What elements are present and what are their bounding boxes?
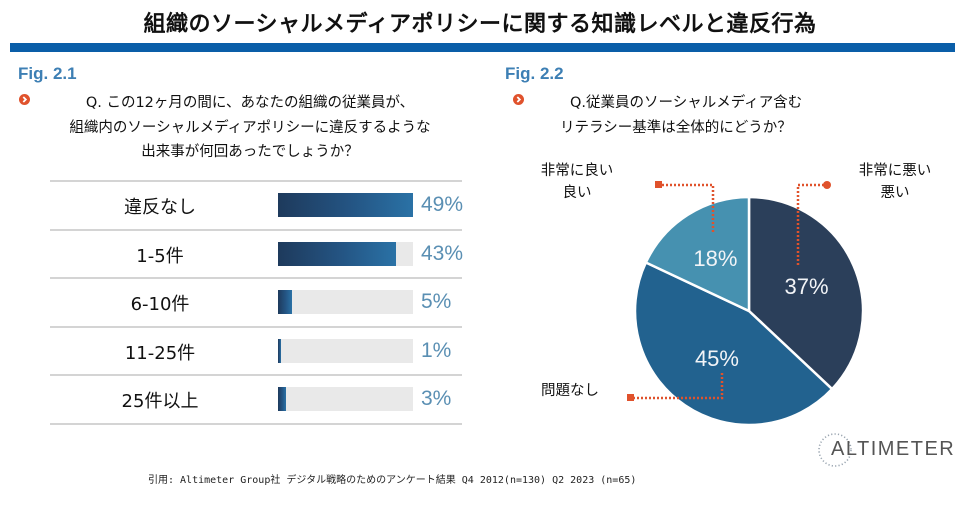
bar-track [278,387,413,411]
bar [278,387,287,411]
row-divider [50,180,462,182]
page-title: 組織のソーシャルメディアポリシーに関する知識レベルと違反行為 [143,12,817,37]
bar-track [278,241,413,266]
value-label: 5% [421,290,452,313]
question-line: 組織内のソーシャルメディアポリシーに違反するような [69,119,431,136]
bar-track [278,290,413,314]
bar [278,193,413,217]
orange-chevron-circle-icon [513,94,524,105]
fig-2-1-label: Fig. 2.1 [18,64,77,83]
category-label: 25件以上 [121,391,199,412]
callout-line [632,373,724,400]
callout-marker [823,181,831,189]
source-footnote: 引用: Altimeter Group社 デジタル戦略のためのアンケート結果 Q… [148,475,637,486]
question-line: Q. この12ヶ月の間に、あなたの組織の従業員が、 [85,95,415,111]
category-label: 1-5件 [136,245,184,267]
bar-chart: 違反なし 49% 1-5件 43% 6-10件 5% 11-25件 1% 25件以上 3% [0,0,480,440]
question-line: リテラシー基準は全体的にどうか？ [560,119,792,136]
question-line: Q.従業員のソーシャルメディア含む [570,95,803,111]
bar [278,338,281,363]
callout-text: 非常に良い [540,163,614,179]
fig-2-1-question: Q. この12ヶ月の間に、あなたの組織の従業員が、 組織内のソーシャルメディアポ… [40,91,460,165]
slice-value-label: 45% [695,346,739,371]
logo-text: ALTIMETER [831,438,956,460]
callout-marker [627,394,634,401]
callout-text: 良い [562,185,592,201]
bar [278,290,292,314]
altimeter-logo: ALTIMETER [815,430,955,470]
slice-value-label: 37% [785,274,829,299]
row-divider [50,422,462,425]
row-divider [50,374,462,376]
value-label: 1% [421,338,452,362]
row-divider [50,277,462,279]
bar-track [278,338,413,363]
callout-text: 悪い [880,185,910,201]
callout-label-none: 問題なし [541,383,599,399]
altimeter-dotted-circle-icon [818,433,852,467]
slice-value-label: 18% [693,246,737,271]
callout-label-bad: 非常に悪い 悪い [850,160,940,204]
fig-2-2-label: Fig. 2.2 [505,64,564,83]
callout-label-good: 非常に良い 良い [532,160,622,204]
title-divider [10,43,955,52]
callout-text: 非常に悪い [858,163,932,179]
pie-slice [747,195,865,391]
category-label: 11-25件 [124,342,196,364]
row-divider [50,325,462,328]
bar-track [278,193,413,217]
pie-slice [644,195,751,313]
bar [278,241,397,266]
value-label: 43% [421,241,464,265]
callout-line [796,183,827,265]
orange-chevron-circle-icon [19,94,30,105]
category-label: 違反なし [124,197,196,218]
category-label: 6-10件 [130,294,190,315]
fig-2-2-question: Q.従業員のソーシャルメディア含む リテラシー基準は全体的にどうか？ [560,91,830,140]
pie-slice [633,260,834,427]
question-line: 出来事が何回あったでしょうか？ [141,144,359,160]
callout-marker [655,181,662,188]
row-divider [50,228,462,231]
value-label: 49% [421,193,464,216]
value-label: 3% [421,387,452,410]
